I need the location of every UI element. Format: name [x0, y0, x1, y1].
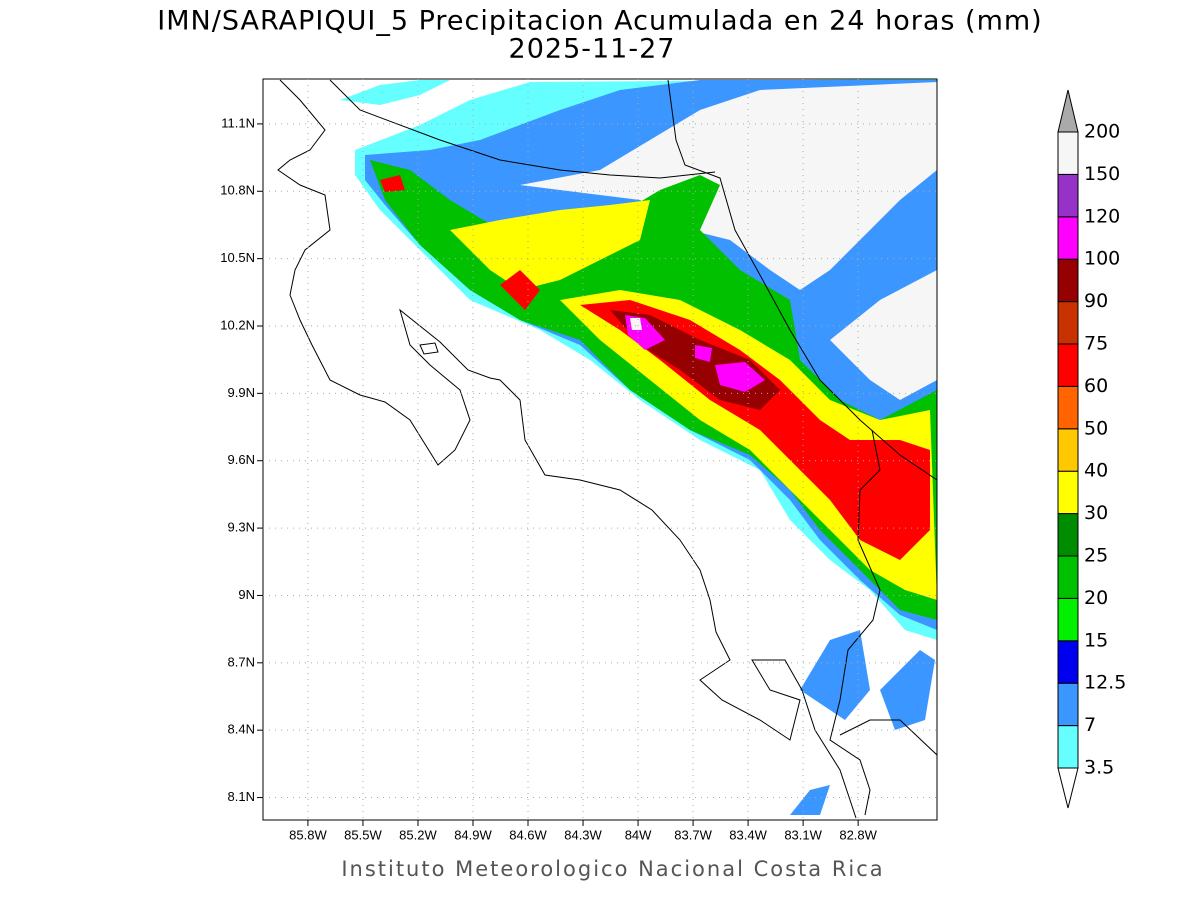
colorbar-segment — [1057, 301, 1079, 345]
colorbar-label: 100 — [1084, 248, 1120, 270]
colorbar-under — [1057, 767, 1079, 809]
colorbar-segment — [1057, 597, 1079, 642]
x-tick-label: 84.9W — [454, 827, 492, 842]
colorbar-segment — [1057, 428, 1079, 472]
y-tick-label: 10.8N — [220, 183, 255, 198]
x-tick-label: 82.8W — [839, 827, 877, 842]
precip-area — [450, 200, 650, 290]
x-tick-label: 83.1W — [784, 827, 822, 842]
x-tick-label: 84W — [625, 827, 652, 842]
colorbar-segment — [1057, 216, 1079, 260]
y-tick-label: 10.2N — [220, 317, 255, 332]
colorbar-segment — [1057, 682, 1079, 727]
colorbar-label: 3.5 — [1084, 757, 1114, 779]
colorbar-label: 7 — [1084, 714, 1096, 736]
x-tick-label: 85.5W — [344, 827, 382, 842]
precip-area — [580, 300, 930, 560]
colorbar-segment — [1057, 343, 1079, 387]
colorbar-label: 60 — [1084, 375, 1108, 397]
precip-area — [715, 362, 765, 392]
y-tick-label: 10.5N — [220, 250, 255, 265]
coastline — [839, 719, 937, 756]
precip-area — [500, 270, 540, 310]
border — [829, 429, 881, 816]
colorbar-label: 30 — [1084, 502, 1108, 524]
colorbar-label: 150 — [1084, 163, 1120, 185]
y-tick-label: 9.9N — [228, 385, 255, 400]
colorbar-label: 15 — [1084, 629, 1108, 651]
precip-area — [880, 650, 935, 730]
colorbar-segment — [1057, 258, 1079, 303]
precip-area — [340, 80, 450, 105]
colorbar-over — [1057, 89, 1079, 133]
precip-area — [830, 270, 937, 400]
y-tick-label: 8.1N — [228, 789, 255, 804]
colorbar-label: 25 — [1084, 545, 1108, 567]
y-tick-label: 9N — [238, 587, 255, 602]
coastline — [667, 79, 937, 481]
precip-area — [380, 175, 405, 192]
x-tick-label: 85.2W — [399, 827, 437, 842]
title: IMN/SARAPIQUI_5 Precipitacion Acumulada … — [157, 6, 1042, 37]
precip-area — [630, 318, 642, 330]
precip-area — [800, 630, 870, 720]
y-tick-label: 8.7N — [228, 654, 255, 669]
colorbar-label: 12.5 — [1084, 672, 1126, 694]
coastline — [277, 79, 857, 819]
precip-field — [340, 79, 937, 815]
colorbar-label: 50 — [1084, 417, 1108, 439]
footer: Instituto Meteorologico Nacional Costa R… — [341, 857, 884, 881]
coastlines — [277, 79, 937, 819]
plot-frame — [262, 78, 938, 821]
y-tick-label: 9.3N — [228, 520, 255, 535]
border — [329, 79, 716, 179]
x-tick-label: 83.4W — [729, 827, 767, 842]
precip-area — [695, 345, 712, 362]
colorbar-label: 20 — [1084, 587, 1108, 609]
colorbar-label: 90 — [1084, 290, 1108, 312]
colorbar-segment — [1057, 640, 1079, 684]
colorbar-segment — [1057, 173, 1079, 218]
y-tick-label: 11.1N — [221, 115, 255, 130]
x-tick-label: 84.6W — [509, 827, 547, 842]
colorbar-segment — [1057, 555, 1079, 599]
date: 2025-11-27 — [509, 34, 676, 65]
colorbar-segment — [1057, 725, 1079, 769]
colorbar-segment — [1057, 385, 1079, 430]
y-tick-label: 9.6N — [228, 452, 255, 467]
y-tick-label: 8.4N — [228, 722, 255, 737]
colorbar-label: 200 — [1084, 121, 1120, 143]
colorbar-segment — [1057, 513, 1079, 557]
x-tick-label: 85.8W — [289, 827, 327, 842]
x-tick-label: 84.3W — [564, 827, 602, 842]
colorbar-label: 75 — [1084, 333, 1108, 355]
colorbar-segment — [1057, 470, 1079, 515]
colorbar-segment — [1057, 131, 1079, 175]
x-tick-label: 83.7W — [674, 827, 712, 842]
colorbar-label: 40 — [1084, 460, 1108, 482]
coastline — [419, 342, 439, 355]
colorbar-label: 120 — [1084, 205, 1120, 227]
precip-area — [790, 785, 830, 815]
